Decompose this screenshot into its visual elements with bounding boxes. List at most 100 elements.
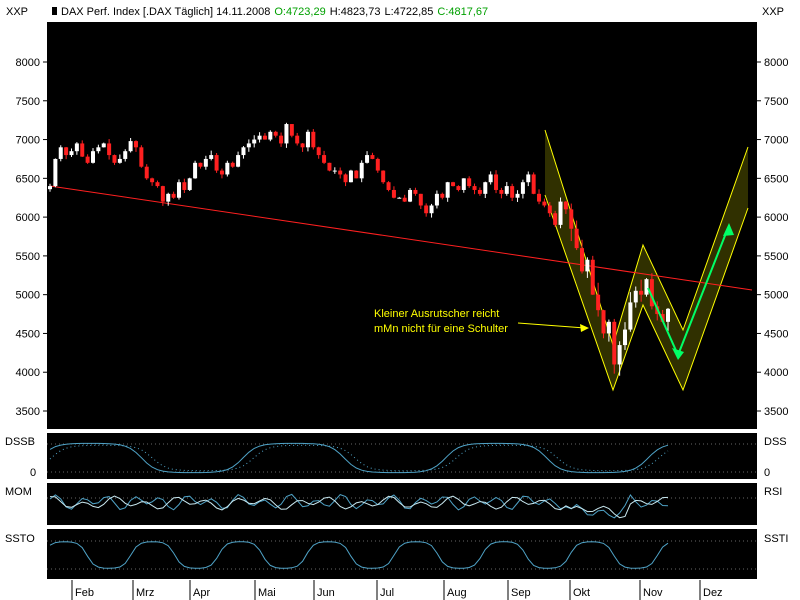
candle-down	[537, 193, 542, 202]
candle-up	[666, 308, 670, 322]
candle-up	[461, 178, 466, 190]
candle-up	[268, 131, 273, 140]
candle-up	[117, 158, 122, 163]
candle-down	[139, 147, 144, 167]
y-tick-label-right: 5000	[764, 290, 788, 302]
symbol-label-left: XXP	[6, 6, 28, 18]
candle-down	[612, 321, 617, 365]
y-axis-left: 3500 4000 4500 5000 5500 6000 6500 7000 7500 8000	[16, 57, 47, 418]
mom-left-label: MOM	[5, 486, 32, 498]
x-tick-label: Apr	[193, 587, 210, 599]
candle-down	[354, 170, 359, 179]
chart-title: DAX Perf. Index [.DAX Täglich] 14.11.200…	[61, 6, 270, 18]
candle-up	[429, 205, 434, 214]
candle-down	[660, 314, 665, 322]
header-bar	[0, 0, 800, 22]
candle-down	[467, 178, 472, 187]
candle-up	[176, 182, 181, 198]
candle-down	[402, 197, 407, 202]
candle-up	[365, 155, 370, 163]
candle-down	[289, 124, 294, 136]
candle-down	[553, 213, 558, 225]
candle-up	[90, 151, 95, 163]
y-axis-right: 3500 4000 4500 5000 5500 6000 6500 7000 7500 8000	[757, 57, 788, 418]
candle-down	[300, 143, 305, 148]
y-tick-label-left: 5500	[16, 251, 40, 263]
candle-up	[203, 158, 208, 167]
candle-down	[160, 186, 165, 202]
candle-up	[246, 143, 251, 148]
y-tick-label-left: 7000	[16, 135, 40, 147]
candle-icon	[52, 7, 57, 15]
candle-down	[198, 162, 203, 167]
candle-down	[262, 135, 267, 140]
candle-down	[413, 189, 418, 194]
candle-down	[311, 131, 316, 148]
y-tick-label-right: 3500	[764, 406, 788, 418]
candle-up	[359, 162, 364, 179]
dss-zero-left: 0	[30, 467, 36, 479]
candle-down	[590, 259, 595, 295]
main-plot-area[interactable]	[47, 22, 757, 429]
y-tick-label-left: 3500	[16, 406, 40, 418]
candle-down	[155, 182, 160, 187]
candle-down	[295, 135, 300, 144]
symbol-label-right: XXP	[762, 6, 784, 18]
candle-down	[418, 193, 423, 206]
y-tick-label-left: 4000	[16, 367, 40, 379]
y-tick-label-left: 7500	[16, 96, 40, 108]
candle-down	[214, 155, 219, 171]
dss-zero-right: 0	[764, 467, 770, 479]
candle-up	[585, 259, 590, 272]
w-pattern-lower-line	[544, 194, 749, 392]
candle-up	[633, 290, 638, 303]
candle-up	[408, 189, 413, 202]
candle-up	[558, 201, 563, 225]
candle-up	[617, 345, 622, 365]
ssti-right-label: SSTI	[764, 533, 788, 545]
candle-up	[241, 147, 246, 156]
candle-down	[171, 193, 176, 198]
w-pattern-upper-line	[544, 129, 749, 347]
candle-down	[219, 170, 224, 175]
annotation-pointer-head	[580, 324, 589, 332]
candle-up	[434, 193, 439, 206]
candle-down	[80, 143, 85, 157]
candle-up	[520, 182, 525, 194]
candle-up	[101, 143, 106, 148]
y-tick-label-right: 4000	[764, 367, 788, 379]
x-tick-label: Dez	[703, 587, 723, 599]
ssto-panel[interactable]	[47, 529, 757, 579]
candle-down	[391, 189, 396, 198]
y-tick-label-left: 8000	[16, 57, 40, 69]
candle-up	[332, 170, 337, 172]
x-tick-label: Nov	[643, 587, 663, 599]
candle-up	[284, 124, 289, 144]
candle-down	[531, 174, 536, 194]
candle-down	[327, 162, 332, 171]
candle-down	[472, 186, 477, 190]
candle-down	[273, 131, 278, 136]
y-tick-label-right: 8000	[764, 57, 788, 69]
candle-down	[107, 143, 112, 156]
candle-up	[96, 147, 101, 152]
candle-down	[150, 178, 155, 183]
candle-down	[510, 186, 515, 198]
candle-down	[569, 209, 574, 229]
candle-down	[542, 201, 547, 206]
y-tick-label-right: 6500	[764, 173, 788, 185]
x-tick-label: Mrz	[136, 587, 154, 599]
candle-down	[322, 155, 327, 163]
open-value: O:4723,29	[274, 6, 325, 18]
candle-down	[386, 182, 391, 190]
candle-up	[74, 143, 79, 152]
candle-down	[144, 166, 149, 179]
x-tick-label: Mai	[258, 587, 276, 599]
candle-down	[381, 170, 386, 183]
rsi-right-label: RSI	[764, 486, 782, 498]
annotation-pointer	[517, 322, 586, 329]
candle-up	[123, 151, 128, 159]
candle-up	[58, 147, 63, 159]
